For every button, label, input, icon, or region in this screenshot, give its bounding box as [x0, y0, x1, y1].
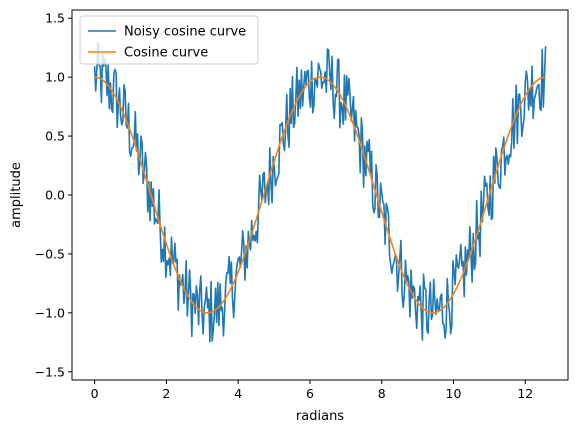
x-tick-label: 12	[517, 386, 533, 401]
y-tick-label: 0.0	[45, 188, 65, 203]
legend: Noisy cosine curve Cosine curve	[79, 15, 259, 65]
x-tick-label: 10	[446, 386, 462, 401]
x-tick-label: 6	[306, 386, 314, 401]
legend-box	[79, 15, 259, 65]
y-axis-label: amplitude	[9, 162, 24, 228]
legend-label-noisy: Noisy cosine curve	[124, 25, 246, 40]
x-tick-label: 0	[91, 386, 99, 401]
x-axis: 0 2 4 6 8 10 12	[91, 380, 533, 401]
y-tick-label: −1.0	[35, 305, 65, 320]
legend-label-cosine: Cosine curve	[124, 46, 208, 61]
y-tick-label: 1.0	[45, 70, 65, 85]
y-tick-label: 0.5	[45, 129, 65, 144]
plot-lines	[93, 41, 547, 343]
y-tick-label: 1.5	[45, 11, 65, 26]
x-axis-label: radians	[296, 409, 344, 424]
x-tick-label: 8	[378, 386, 386, 401]
y-tick-label: −0.5	[35, 246, 65, 261]
series-line-cosine	[94, 76, 546, 314]
x-tick-label: 4	[234, 386, 242, 401]
y-axis: −1.5 −1.0 −0.5 0.0 0.5 1.0 1.5	[35, 11, 72, 379]
series-line-noisy-cosine	[93, 41, 547, 343]
x-tick-label: 2	[162, 386, 170, 401]
y-tick-label: −1.5	[35, 364, 65, 379]
